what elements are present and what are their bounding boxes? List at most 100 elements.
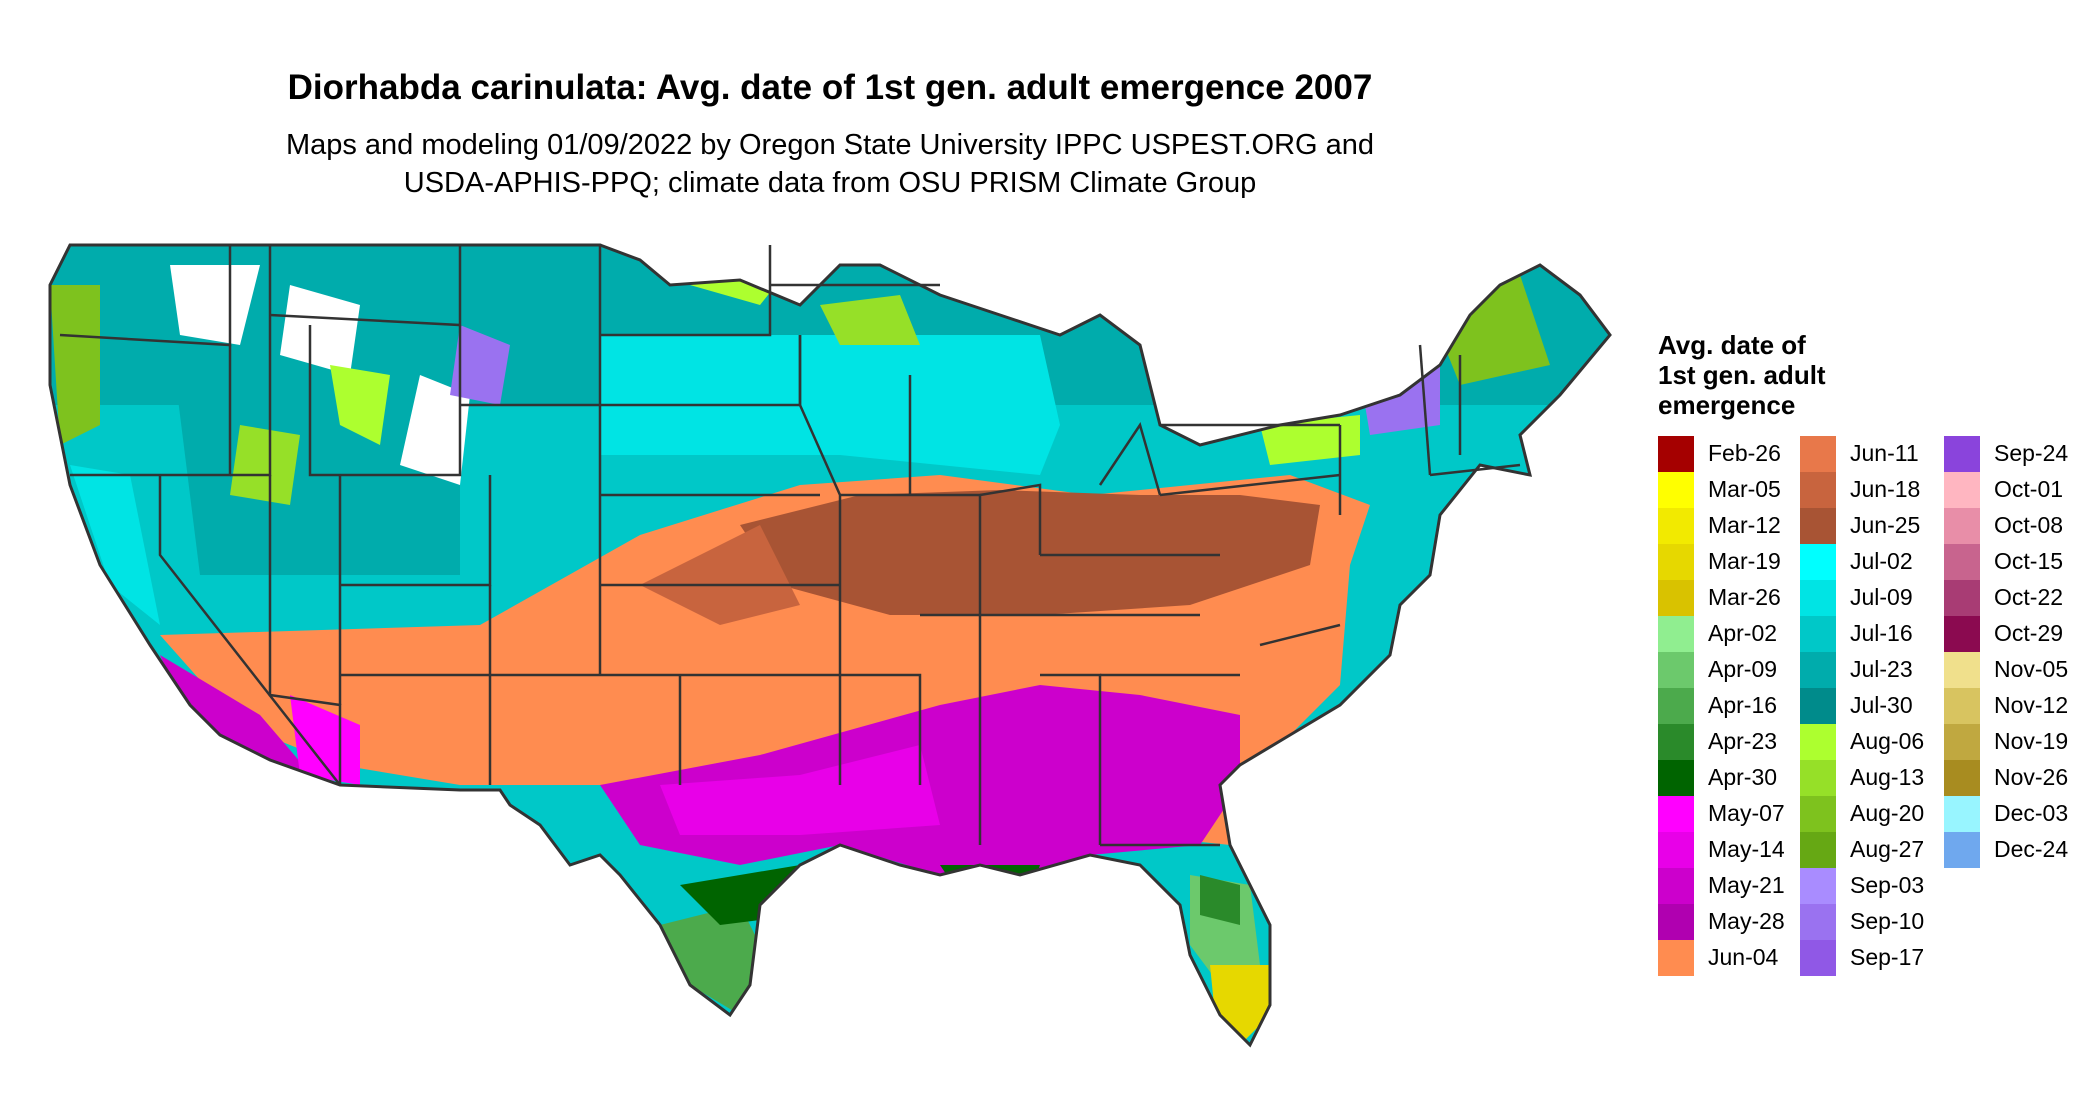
legend-swatch (1658, 508, 1694, 544)
legend-item: Oct-29 (1944, 616, 2094, 652)
legend-item: May-28 (1658, 904, 1808, 940)
legend-item: Oct-01 (1944, 472, 2094, 508)
legend-swatch (1800, 832, 1836, 868)
legend-swatch (1658, 904, 1694, 940)
legend-label: Apr-09 (1708, 656, 1778, 682)
legend-label: May-14 (1708, 836, 1785, 862)
legend-item: Dec-03 (1944, 796, 2094, 832)
legend-item: Aug-27 (1800, 832, 1950, 868)
legend-swatch (1658, 544, 1694, 580)
legend-item: Aug-06 (1800, 724, 1950, 760)
legend-label: Aug-27 (1850, 836, 1925, 862)
legend-label: Oct-08 (1994, 512, 2064, 538)
legend-item: Nov-05 (1944, 652, 2094, 688)
legend-column: Sep-24 Oct-01 Oct-08 Oct-15 Oct-22 Oct-29 Nov-… (1944, 436, 2094, 868)
legend-item: Mar-12 (1658, 508, 1808, 544)
legend-item: Nov-19 (1944, 724, 2094, 760)
legend-item: Nov-26 (1944, 760, 2094, 796)
legend-label: May-07 (1708, 800, 1785, 826)
legend-swatch (1658, 436, 1694, 472)
legend-swatch (1800, 616, 1836, 652)
legend-swatch (1658, 580, 1694, 616)
legend-label: Apr-16 (1708, 692, 1778, 718)
legend-title-line-3: emergence (1658, 390, 1796, 420)
legend-label: Oct-15 (1994, 548, 2064, 574)
legend-swatch (1658, 688, 1694, 724)
legend-swatch (1944, 508, 1980, 544)
legend-swatch (1658, 868, 1694, 904)
legend-swatch (1944, 760, 1980, 796)
legend-item: Dec-24 (1944, 832, 2094, 868)
legend-item: Jul-02 (1800, 544, 1950, 580)
legend-label: Dec-24 (1994, 836, 2069, 862)
legend-label: Aug-20 (1850, 800, 1925, 826)
legend-label: Nov-05 (1994, 656, 2069, 682)
legend-swatch (1944, 832, 1980, 868)
legend-item: May-14 (1658, 832, 1808, 868)
legend-label: Sep-24 (1994, 440, 2069, 466)
legend-swatch (1944, 688, 1980, 724)
legend-label: Sep-10 (1850, 908, 1925, 934)
legend-title-line-1: Avg. date of (1658, 330, 1806, 360)
legend-swatch (1944, 472, 1980, 508)
map-title: Diorhabda carinulata: Avg. date of 1st g… (287, 68, 1373, 107)
legend-swatch (1800, 436, 1836, 472)
legend-item: Jul-30 (1800, 688, 1950, 724)
legend-label: Feb-26 (1708, 440, 1781, 466)
legend-item: Jun-25 (1800, 508, 1950, 544)
legend-swatch (1944, 796, 1980, 832)
legend-title-line-2: 1st gen. adult (1658, 360, 1826, 390)
legend-label: Jun-04 (1708, 944, 1779, 970)
legend-item: Oct-22 (1944, 580, 2094, 616)
legend-swatch (1658, 616, 1694, 652)
legend-swatch (1800, 940, 1836, 976)
map-subtitle: Maps and modeling 01/09/2022 by Oregon S… (0, 126, 1660, 202)
legend-item: Jul-09 (1800, 580, 1950, 616)
legend-item: May-07 (1658, 796, 1808, 832)
legend-item: Sep-10 (1800, 904, 1950, 940)
legend-swatch (1944, 652, 1980, 688)
legend-title: Avg. date of 1st gen. adult emergence (1658, 330, 1826, 420)
legend-swatch (1944, 580, 1980, 616)
legend-column: Feb-26 Mar-05 Mar-12 Mar-19 Mar-26 Apr-02 Apr-… (1658, 436, 1808, 976)
legend-label: Mar-05 (1708, 476, 1781, 502)
legend-label: Nov-26 (1994, 764, 2069, 790)
legend-label: Nov-12 (1994, 692, 2069, 718)
legend-item: Jun-18 (1800, 472, 1950, 508)
legend-label: Mar-12 (1708, 512, 1781, 538)
legend-item: Apr-16 (1658, 688, 1808, 724)
legend-label: Aug-06 (1850, 728, 1925, 754)
legend-swatch (1800, 724, 1836, 760)
legend-label: Mar-26 (1708, 584, 1781, 610)
legend-swatch (1800, 688, 1836, 724)
legend-swatch (1800, 508, 1836, 544)
legend-label: Oct-01 (1994, 476, 2064, 502)
legend-item: Apr-30 (1658, 760, 1808, 796)
legend-swatch (1800, 652, 1836, 688)
legend-item: Nov-12 (1944, 688, 2094, 724)
legend-label: Jul-09 (1850, 584, 1913, 610)
legend-item: Apr-02 (1658, 616, 1808, 652)
legend-label: Jun-11 (1850, 440, 1919, 466)
legend-swatch (1944, 724, 1980, 760)
legend-label: Sep-17 (1850, 944, 1925, 970)
legend-item: Jul-16 (1800, 616, 1950, 652)
legend-swatch (1658, 760, 1694, 796)
legend-item: Jun-11 (1800, 436, 1950, 472)
legend-label: May-28 (1708, 908, 1785, 934)
legend-item: May-21 (1658, 868, 1808, 904)
legend-swatch (1944, 616, 1980, 652)
subtitle-line-1: Maps and modeling 01/09/2022 by Oregon S… (285, 129, 1375, 161)
legend-item: Mar-19 (1658, 544, 1808, 580)
legend-swatch (1800, 796, 1836, 832)
legend-label: Dec-03 (1994, 800, 2069, 826)
legend-swatch (1800, 904, 1836, 940)
legend-item: Sep-03 (1800, 868, 1950, 904)
legend-label: Oct-22 (1994, 584, 2064, 610)
legend-item: Mar-05 (1658, 472, 1808, 508)
legend-label: Jun-18 (1850, 476, 1921, 502)
legend-swatch (1944, 544, 1980, 580)
legend-label: Jul-30 (1850, 692, 1913, 718)
legend-swatch (1658, 724, 1694, 760)
legend-item: Feb-26 (1658, 436, 1808, 472)
